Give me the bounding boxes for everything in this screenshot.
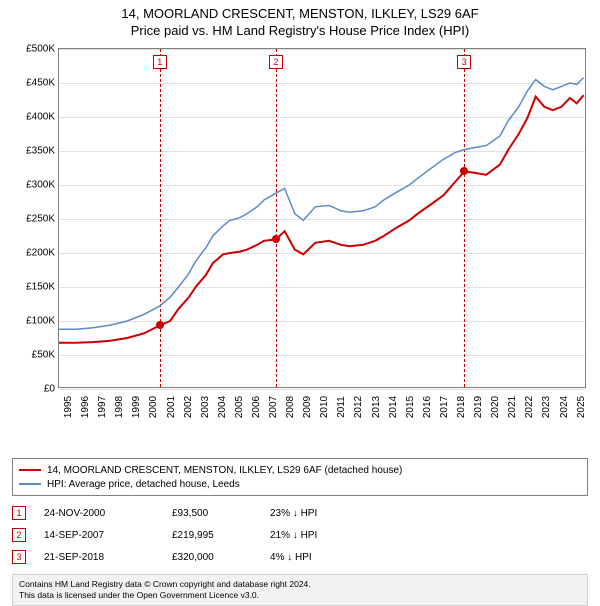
legend-item: 14, MOORLAND CRESCENT, MENSTON, ILKLEY, … (19, 463, 581, 477)
x-axis-label: 2020 (486, 396, 501, 418)
event-price: £219,995 (172, 530, 252, 541)
x-axis-label: 2013 (367, 396, 382, 418)
series-line-hpi (59, 78, 584, 330)
legend-label: HPI: Average price, detached house, Leed… (47, 479, 240, 490)
y-axis-label: £250K (26, 214, 59, 225)
x-axis-label: 2007 (264, 396, 279, 418)
x-axis-label: 2022 (520, 396, 535, 418)
x-axis-label: 1998 (110, 396, 125, 418)
legend-label: 14, MOORLAND CRESCENT, MENSTON, ILKLEY, … (47, 465, 402, 476)
event-list: 1 24-NOV-2000 £93,500 23% ↓ HPI 2 14-SEP… (12, 502, 588, 568)
event-price: £93,500 (172, 508, 252, 519)
x-axis-label: 2000 (144, 396, 159, 418)
event-diff: 21% ↓ HPI (270, 530, 317, 541)
title-subtitle: Price paid vs. HM Land Registry's House … (0, 23, 600, 38)
x-axis-label: 2004 (213, 396, 228, 418)
footer-line: This data is licensed under the Open Gov… (19, 590, 581, 601)
event-date: 24-NOV-2000 (44, 508, 154, 519)
x-axis-label: 2025 (572, 396, 587, 418)
x-axis-label: 2009 (298, 396, 313, 418)
x-axis-label: 2012 (349, 396, 364, 418)
x-axis-label: 2008 (281, 396, 296, 418)
x-axis-label: 2023 (537, 396, 552, 418)
event-marker-icon: 2 (12, 528, 26, 542)
x-axis-label: 2014 (384, 396, 399, 418)
event-marker-icon: 1 (12, 506, 26, 520)
x-axis-label: 2011 (332, 396, 347, 418)
y-axis-label: £100K (26, 316, 59, 327)
footer-line: Contains HM Land Registry data © Crown c… (19, 579, 581, 590)
x-axis-label: 1996 (76, 396, 91, 418)
y-axis-label: £200K (26, 248, 59, 259)
legend: 14, MOORLAND CRESCENT, MENSTON, ILKLEY, … (12, 458, 588, 496)
x-axis-label: 2010 (315, 396, 330, 418)
event-diff: 4% ↓ HPI (270, 552, 312, 563)
event-date: 21-SEP-2018 (44, 552, 154, 563)
x-axis-label: 2017 (435, 396, 450, 418)
y-axis-label: £400K (26, 112, 59, 123)
event-marker-icon: 3 (12, 550, 26, 564)
title-address: 14, MOORLAND CRESCENT, MENSTON, ILKLEY, … (0, 6, 600, 21)
x-axis-label: 2003 (196, 396, 211, 418)
event-diff: 23% ↓ HPI (270, 508, 317, 519)
legend-swatch (19, 483, 41, 485)
legend-swatch (19, 469, 41, 471)
y-axis-label: £150K (26, 282, 59, 293)
footer-attribution: Contains HM Land Registry data © Crown c… (12, 574, 588, 606)
x-axis-label: 2001 (162, 396, 177, 418)
title-block: 14, MOORLAND CRESCENT, MENSTON, ILKLEY, … (0, 0, 600, 40)
event-row: 2 14-SEP-2007 £219,995 21% ↓ HPI (12, 524, 588, 546)
x-axis-label: 2005 (230, 396, 245, 418)
x-axis-label: 1999 (127, 396, 142, 418)
chart-area: £0 £50K £100K £150K £200K £250K £300K £350K £400… (10, 48, 590, 428)
plot-frame: £0£50K£100K£150K£200K£250K£300K£350K£400… (58, 48, 586, 388)
x-axis-label: 1995 (59, 396, 74, 418)
x-axis-label: 2002 (179, 396, 194, 418)
y-axis-label: £300K (26, 180, 59, 191)
x-axis-label: 2006 (247, 396, 262, 418)
x-axis-label: 2018 (452, 396, 467, 418)
chart-container: { "title": { "line1": "14, MOORLAND CRES… (0, 0, 600, 590)
event-row: 3 21-SEP-2018 £320,000 4% ↓ HPI (12, 546, 588, 568)
x-axis-label: 2016 (418, 396, 433, 418)
event-row: 1 24-NOV-2000 £93,500 23% ↓ HPI (12, 502, 588, 524)
x-axis-label: 2021 (503, 396, 518, 418)
y-axis-label: £0 (44, 384, 59, 395)
y-axis-label: £450K (26, 78, 59, 89)
series-line-property (59, 95, 584, 343)
x-axis-label: 2015 (401, 396, 416, 418)
event-date: 14-SEP-2007 (44, 530, 154, 541)
series-svg (59, 49, 587, 389)
y-axis-label: £350K (26, 146, 59, 157)
legend-item: HPI: Average price, detached house, Leed… (19, 477, 581, 491)
y-axis-label: £50K (32, 350, 59, 361)
event-price: £320,000 (172, 552, 252, 563)
x-axis-label: 2019 (469, 396, 484, 418)
gridline (59, 389, 585, 390)
x-axis-label: 1997 (93, 396, 108, 418)
x-axis-label: 2024 (555, 396, 570, 418)
y-axis-label: £500K (26, 44, 59, 55)
